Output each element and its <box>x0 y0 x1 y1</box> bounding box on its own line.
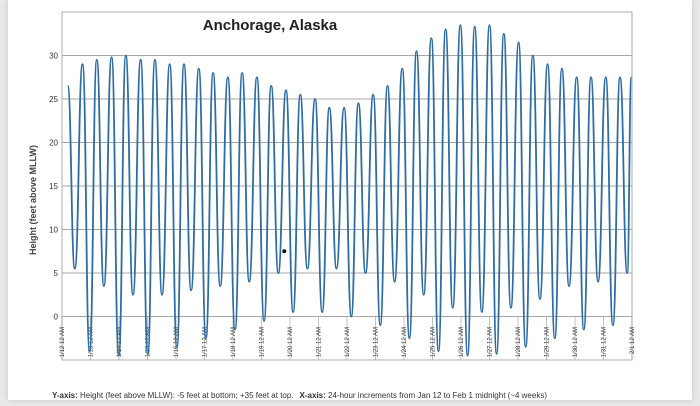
caption-x-text: 24-hour increments from Jan 12 to Feb 1 … <box>326 391 548 400</box>
x-tick-label: 1/18 12 AM <box>231 327 237 357</box>
axis-caption: Y-axis: Height (feet above MLLW): -5 fee… <box>52 391 547 400</box>
series-line <box>66 24 633 357</box>
chart-title: Anchorage, Alaska <box>203 17 338 34</box>
x-gridlines <box>61 316 633 360</box>
y-tick-label: 30 <box>49 52 58 61</box>
x-tick-label: 2/1 12 AM <box>630 327 636 354</box>
x-tick-label: 1/13 12 AM <box>89 327 95 357</box>
caption-y-prefix: Y-axis: <box>52 391 78 400</box>
x-tick-label: 1/30 12 AM <box>573 327 579 357</box>
x-tick-label: 1/21 12 AM <box>317 327 323 357</box>
y-tick-label: 5 <box>54 269 59 278</box>
series-group <box>66 24 633 357</box>
y-tick-label: 10 <box>49 226 58 235</box>
caption-x-prefix: X-axis: <box>300 391 326 400</box>
y-tick-label: 0 <box>54 313 59 322</box>
x-tick-label: 1/16 12 AM <box>174 327 180 357</box>
x-tick-label: 1/26 12 AM <box>459 327 465 357</box>
x-tick-label: 1/23 12 AM <box>374 327 380 357</box>
x-tick-label: 1/17 12 AM <box>203 327 209 357</box>
y-tick-label: 20 <box>49 139 58 148</box>
annotations <box>282 249 287 254</box>
x-tick-label: 1/24 12 AM <box>402 327 408 357</box>
x-tick-label: 1/29 12 AM <box>545 327 551 357</box>
x-tick-label: 1/28 12 AM <box>516 327 522 357</box>
x-tick-label: 1/19 12 AM <box>260 327 266 357</box>
x-tick-label: 1/22 12 AM <box>345 327 351 357</box>
y-tick-labels: 0 5 10 15 20 25 30 <box>49 52 58 322</box>
annotation-dot <box>282 249 287 254</box>
x-tick-label: 1/12 12 AM <box>60 327 66 357</box>
y-tick-label: 25 <box>49 95 58 104</box>
x-tick-label: 1/25 12 AM <box>431 327 437 357</box>
y-tick-label: 15 <box>49 182 58 191</box>
x-tick-label: 1/20 12 AM <box>288 327 294 357</box>
x-tick-label: 1/31 12 AM <box>602 327 608 357</box>
x-tick-label: 1/27 12 AM <box>488 327 494 357</box>
y-axis-label: Height (feet above MLLW) <box>28 145 38 255</box>
caption-y-text: Height (feet above MLLW): -5 feet at bot… <box>78 391 294 400</box>
